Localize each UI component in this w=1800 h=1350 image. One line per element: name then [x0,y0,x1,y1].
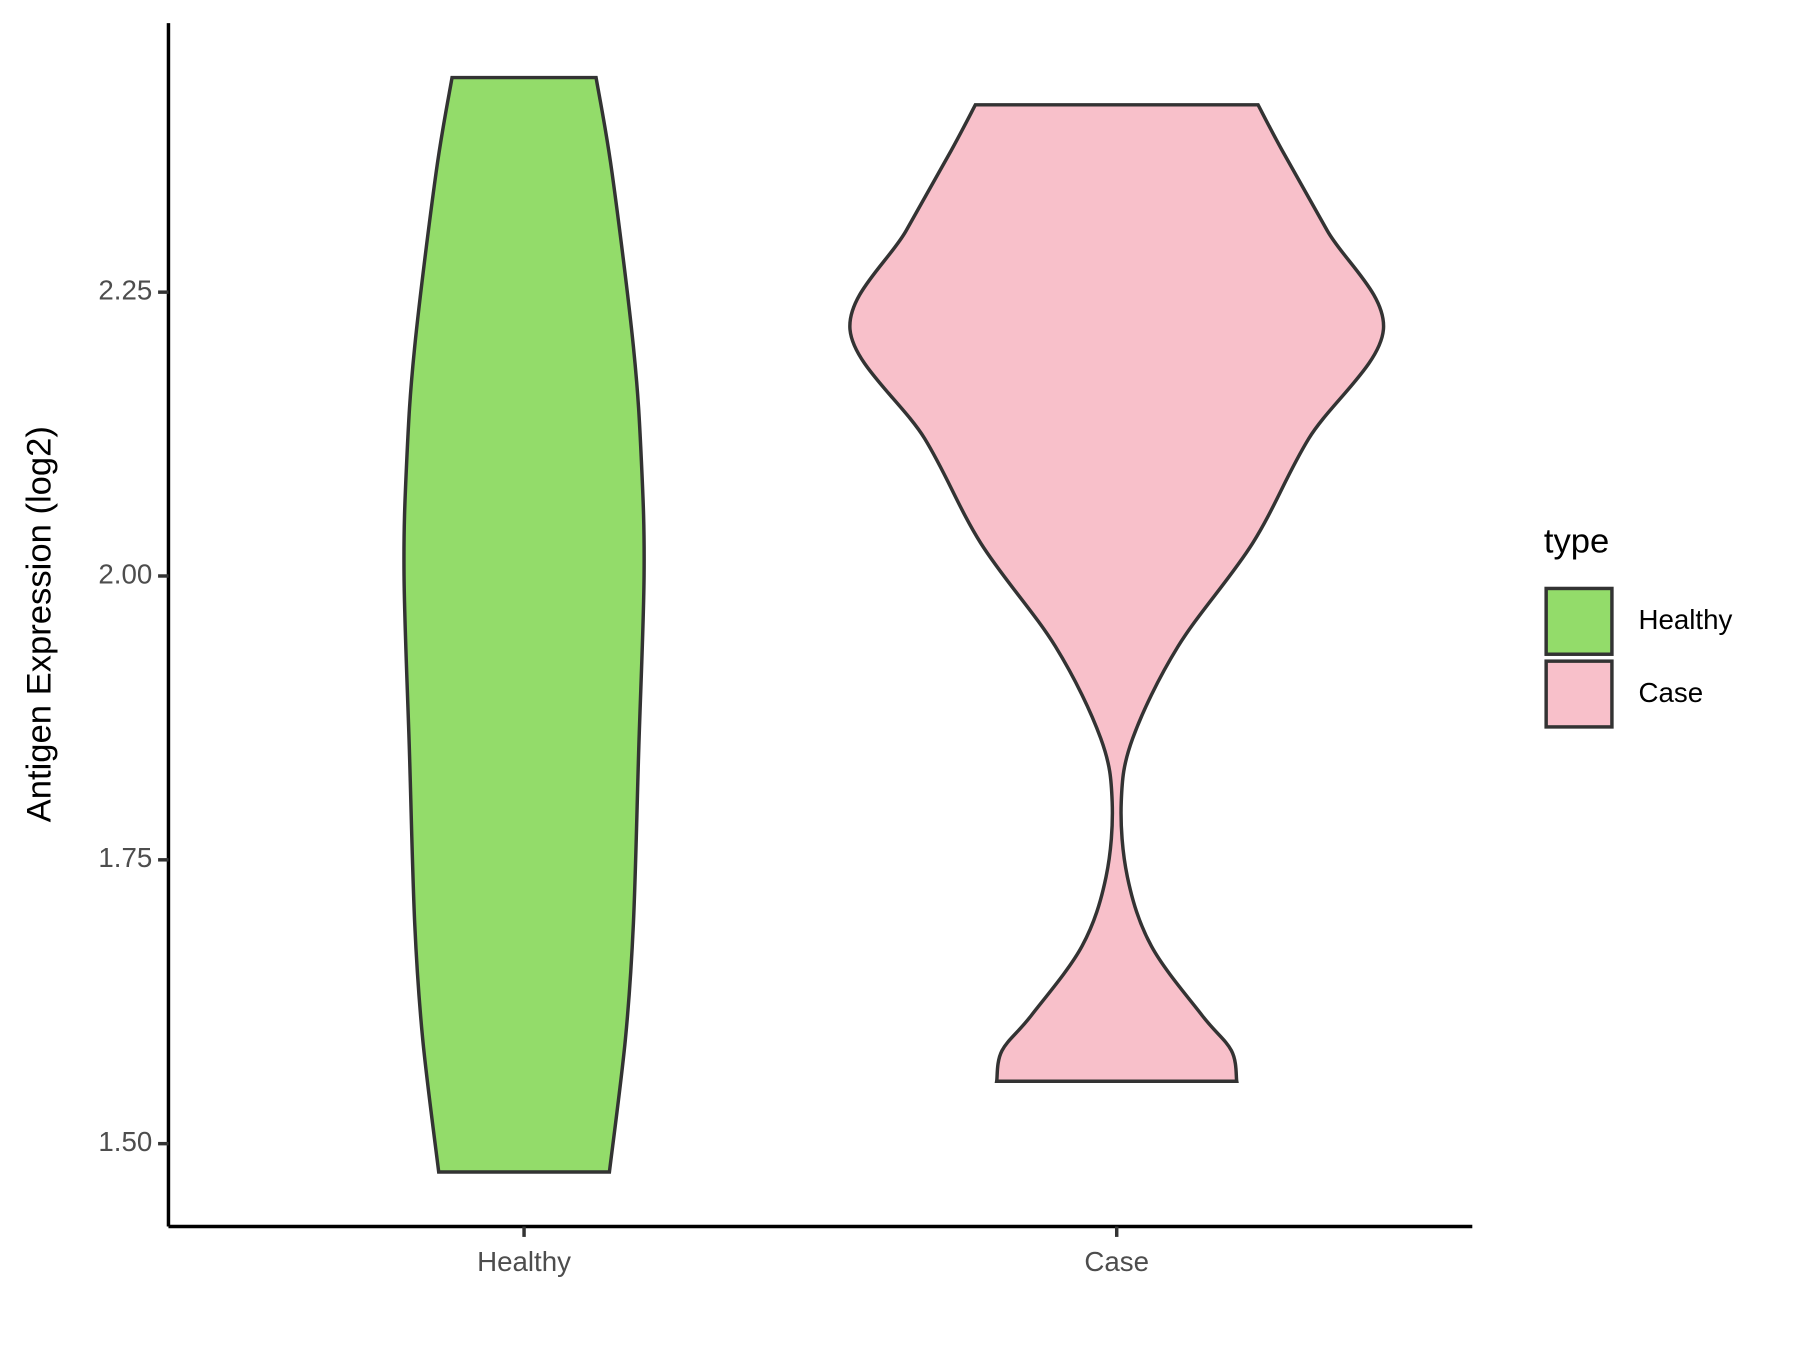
violin [402,75,646,1174]
x-tick-label: Case [1084,1246,1149,1277]
y-axis-title: Antigen Expression (log2) [21,426,59,822]
x-tick-label: Healthy [477,1246,571,1277]
legend-title: type [1544,523,1609,561]
legend-label: Healthy [1638,604,1732,635]
y-tick-label: 1.75 [98,842,152,873]
y-tick-label: 2.25 [98,274,152,305]
y-tick-label: 2.00 [98,558,152,589]
y-tick-label: 1.50 [98,1126,152,1157]
legend-swatch [1544,586,1614,656]
legend-swatch [1544,659,1614,729]
violin [848,103,1386,1083]
legend-label: Case [1638,677,1703,708]
